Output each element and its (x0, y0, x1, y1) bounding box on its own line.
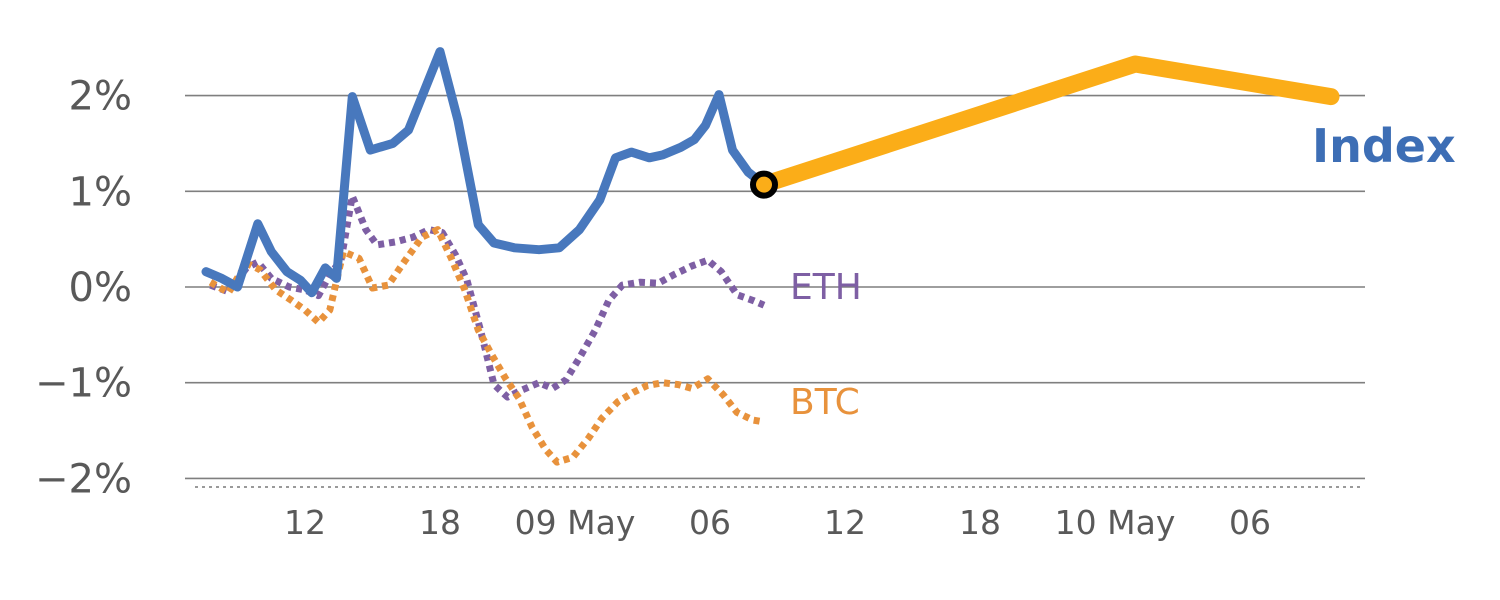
x-tick-label: 06 (1229, 503, 1271, 542)
x-tick-label: 06 (689, 503, 731, 542)
y-tick-label: −2% (35, 456, 132, 502)
y-tick-label: −1% (35, 361, 132, 407)
series-label-btc: BTC (790, 382, 860, 423)
x-tick-label: 12 (824, 503, 866, 542)
series-label-eth: ETH (790, 267, 862, 308)
index-forecast-line (755, 55, 1340, 194)
x-tick-label: 18 (419, 503, 461, 542)
index-line (201, 47, 769, 298)
series-label-index: Index (1312, 119, 1456, 173)
x-tick-label: 18 (959, 503, 1001, 542)
x-tick-label: 09 May (515, 503, 636, 542)
btc-line (208, 226, 765, 466)
y-tick-label: 0% (69, 265, 132, 311)
y-tick-label: 2% (69, 74, 132, 120)
forecast-start-marker (750, 170, 778, 199)
x-tick-label: 12 (284, 503, 326, 542)
y-tick-label: 1% (69, 169, 132, 215)
eth-line (209, 192, 766, 401)
x-tick-label: 10 May (1055, 503, 1176, 542)
